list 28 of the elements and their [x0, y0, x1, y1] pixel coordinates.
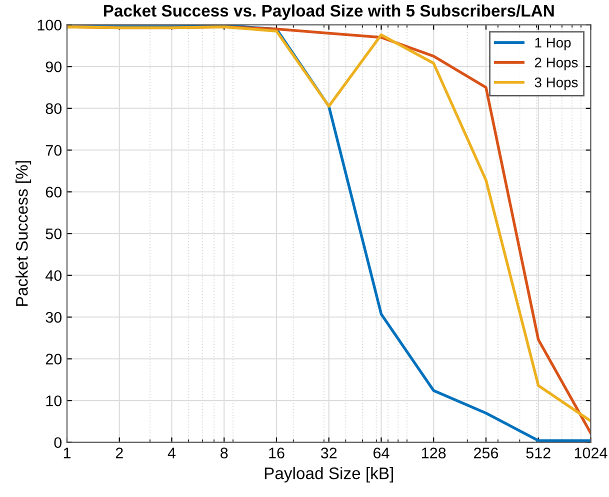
chart-title: Packet Success vs. Payload Size with 5 Subscribers/LAN: [104, 4, 554, 20]
x-tick-label: 16: [269, 448, 284, 458]
x-tick-label: 1: [64, 448, 70, 458]
y-tick-label: 40: [45, 270, 62, 282]
x-tick-label: 4: [168, 448, 176, 458]
x-tick-label: 2: [116, 448, 123, 458]
x-tick-label: 512: [526, 448, 550, 458]
legend-label: 3 Hops: [534, 78, 578, 90]
y-tick-label: 0: [54, 437, 62, 448]
y-tick-label: 60: [46, 186, 62, 198]
y-tick-label: 30: [46, 312, 62, 323]
legend-label: 2 Hops: [534, 58, 578, 70]
x-tick-label: 256: [474, 448, 498, 458]
y-axis-title: Packet Success [%]: [16, 161, 32, 306]
x-tick-label: 8: [220, 448, 228, 458]
y-tick-label: 100: [38, 20, 62, 31]
legend-label: 1 Hop: [535, 38, 571, 50]
y-tick-label: 90: [46, 61, 62, 72]
x-tick-label: 32: [320, 448, 337, 458]
y-tick-label: 50: [46, 228, 62, 240]
y-tick-label: 20: [46, 354, 62, 365]
x-axis-title: Payload Size [kB]: [264, 466, 393, 483]
x-tick-label: 1024: [574, 448, 608, 458]
x-tick-label: 64: [374, 448, 390, 458]
y-tick-label: 10: [46, 395, 62, 406]
y-tick-label: 70: [46, 144, 62, 156]
x-tick-label: 128: [422, 448, 446, 458]
y-tick-label: 80: [46, 103, 62, 114]
